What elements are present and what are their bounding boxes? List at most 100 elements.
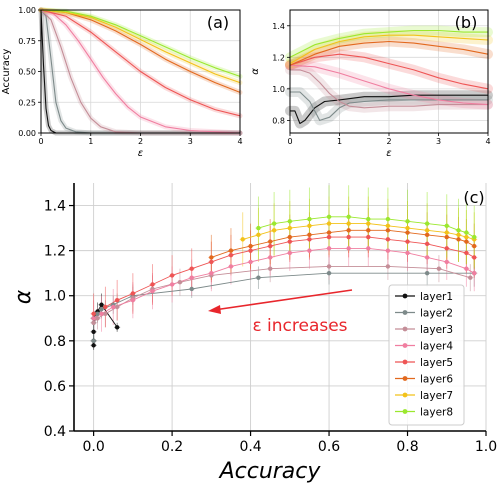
series-line-layer8 [40,9,241,77]
point-layer8 [456,228,461,233]
legend-entry-layer2: layer2 [395,308,453,320]
panel-c-tag: (c) [463,188,484,207]
legend-label: layer7 [420,390,453,402]
y-tick-label: 1.0 [272,85,285,94]
point-layer5 [366,234,371,240]
panel-c-alpha-vs-accuracy: 0.0 0.2 0.4 0.6 0.8 1.0 0.4 0.6 0.8 1.0 1.2 1.4 Ac… [11,183,497,484]
point-layer7 [444,230,449,235]
point-layer3 [267,266,273,271]
x-tick-label: 4 [485,137,490,146]
legend-entry-layer3: layer3 [395,324,453,336]
point-layer7 [240,237,245,242]
series-line-layer8 [289,29,488,58]
point-layer4 [99,311,104,316]
point-layer4 [169,282,175,287]
point-layer6 [456,237,461,242]
point-layer8 [472,234,477,240]
y-tick-label: 1.2 [272,53,285,62]
point-layer4 [189,275,194,280]
legend-swatch-marker [402,392,408,398]
point-layer7 [385,223,391,229]
panel-a-series-lines [40,9,241,134]
series-line-layer5 [93,236,475,315]
point-layer8 [366,216,371,222]
panel-b-grid [289,10,489,133]
y-tick-label: 1.0 [44,289,66,305]
point-layer7 [326,221,332,226]
point-layer2 [91,338,96,344]
panel-b-x-ticks: 0 1 2 3 4 [287,133,491,146]
point-layer2 [256,275,261,280]
panel-c-legend: layer1 layer2 layer3 layer4 layer5 layer6 laye… [388,284,465,426]
x-tick-label: 3 [188,137,193,146]
point-layer3 [114,304,120,310]
annotation-arrow-head [208,305,221,314]
point-layer3 [103,311,108,316]
legend-entry-layer4: layer4 [395,341,453,353]
point-layer8 [307,216,312,222]
legend-swatch-marker [402,343,408,348]
y-tick-label: 0.8 [44,334,66,350]
point-layer1 [114,325,120,330]
legend-entry-layer8: layer8 [395,407,453,419]
point-layer3 [326,264,332,269]
x-tick-label: 2 [138,137,143,146]
point-layer6 [307,232,312,238]
point-layer3 [468,275,473,280]
point-layer6 [366,228,371,233]
panel-b-x-axis-label: ε [386,148,392,159]
point-layer4 [150,289,155,294]
point-layer5 [169,273,175,278]
series-line-layer7 [289,34,489,65]
point-layer7 [256,232,261,238]
point-layer5 [287,239,293,244]
point-layer6 [472,243,477,249]
x-tick-label: 0.4 [239,439,261,455]
point-layer4 [385,248,391,253]
x-tick-label: 0 [287,137,292,146]
point-layer7 [366,221,371,226]
point-layer4 [130,298,136,303]
panel-b-alpha-vs-epsilon: 0 1 2 3 4 0.8 1.0 1.2 1.4 ε α (b) [250,9,493,159]
point-layer5 [189,266,194,271]
y-tick-label: 0.8 [272,116,285,125]
point-layer8 [464,230,469,235]
y-tick-label: 0.00 [18,129,36,138]
x-tick-label: 2 [386,137,391,146]
point-layer7 [307,223,312,229]
point-layer6 [424,232,430,238]
point-layer6 [385,228,391,233]
panel-c-x-ticks: 0.0 0.2 0.4 0.6 0.8 1.0 [82,431,497,455]
x-tick-label: 3 [436,137,441,146]
panel-b-series-lines [289,29,489,125]
legend-entry-layer7: layer7 [395,390,453,402]
point-layer5 [248,248,253,253]
panel-a-x-ticks: 0 1 2 3 4 [38,133,243,146]
point-layer7 [271,228,277,233]
series-line-layer3 [40,9,240,134]
series-line-layer4 [40,9,241,134]
y-tick-label: 0.6 [44,379,66,395]
point-layer4 [287,250,293,256]
y-tick-label: 1.4 [44,199,66,215]
point-layer8 [346,214,351,220]
point-layer4 [472,270,477,276]
point-layer4 [267,255,273,260]
point-layer7 [424,228,430,233]
point-layer4 [248,259,253,265]
point-layer8 [287,219,293,224]
y-tick-label: 0.4 [44,424,66,440]
point-layer6 [346,228,351,233]
legend-entry-layer5: layer5 [395,357,453,369]
point-layer3 [177,280,183,285]
annotation-text: ε increases [252,316,347,336]
panel-c-y-axis-label: α [11,289,36,304]
x-tick-label: 0.0 [82,439,104,455]
series-line-layer4 [289,64,489,106]
point-layer5 [472,255,477,260]
point-layer2 [189,286,194,292]
x-tick-label: 0.6 [318,439,340,455]
panel-a-y-ticks: 0.00 0.25 0.50 0.75 1.00 [18,6,41,138]
point-layer8 [271,221,277,226]
point-layer6 [405,230,410,235]
